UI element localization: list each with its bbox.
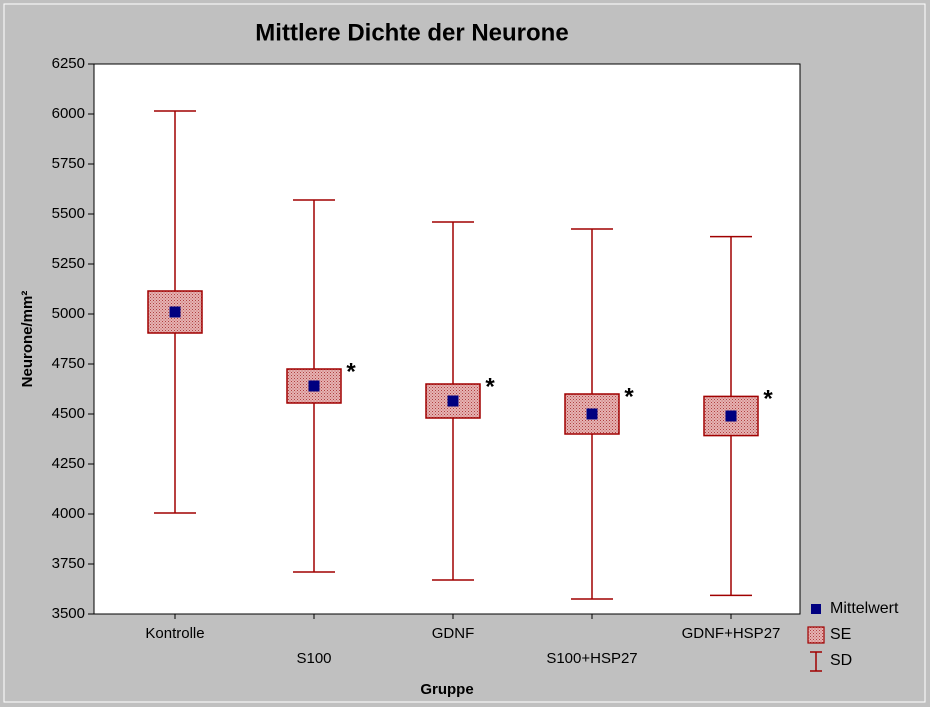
- y-tick-label: 5250: [52, 255, 85, 272]
- legend-label: Mittelwert: [830, 600, 899, 617]
- significance-marker: *: [763, 386, 773, 413]
- x-axis-label: Gruppe: [420, 681, 473, 698]
- legend-label: SD: [830, 652, 852, 669]
- mean-marker: [725, 410, 737, 422]
- mean-marker: [447, 395, 459, 407]
- x-tick-label: S100: [296, 650, 331, 667]
- chart-title: Mittlere Dichte der Neurone: [255, 19, 568, 46]
- y-tick-label: 3500: [52, 605, 85, 622]
- frame: [3, 3, 926, 703]
- y-tick-label: 5500: [52, 205, 85, 222]
- plot-area: [93, 63, 801, 615]
- legend-label: SE: [830, 626, 851, 643]
- legend-se-swatch: [807, 626, 825, 644]
- se-box: [425, 383, 481, 419]
- x-tick-label: S100+HSP27: [546, 650, 637, 667]
- y-tick-label: 3750: [52, 555, 85, 572]
- mean-marker: [169, 306, 181, 318]
- y-tick-label: 5750: [52, 155, 85, 172]
- y-tick-label: 6250: [52, 55, 85, 72]
- x-tick-label: Kontrolle: [145, 625, 204, 642]
- significance-marker: *: [485, 373, 495, 400]
- significance-marker: *: [346, 358, 356, 385]
- y-tick-label: 4750: [52, 355, 85, 372]
- x-tick-label: GDNF+HSP27: [682, 625, 781, 642]
- y-tick-label: 4500: [52, 405, 85, 422]
- y-tick-label: 4250: [52, 455, 85, 472]
- y-tick-label: 6000: [52, 105, 85, 122]
- significance-marker: *: [624, 383, 634, 410]
- y-tick-label: 4000: [52, 505, 85, 522]
- se-box: [703, 395, 759, 437]
- y-axis-label: Neurone/mm²: [19, 291, 36, 388]
- mean-marker: [586, 408, 598, 420]
- mean-marker: [308, 380, 320, 392]
- y-tick-label: 5000: [52, 305, 85, 322]
- x-tick-label: GDNF: [432, 625, 475, 642]
- legend-mean-swatch: [811, 604, 821, 614]
